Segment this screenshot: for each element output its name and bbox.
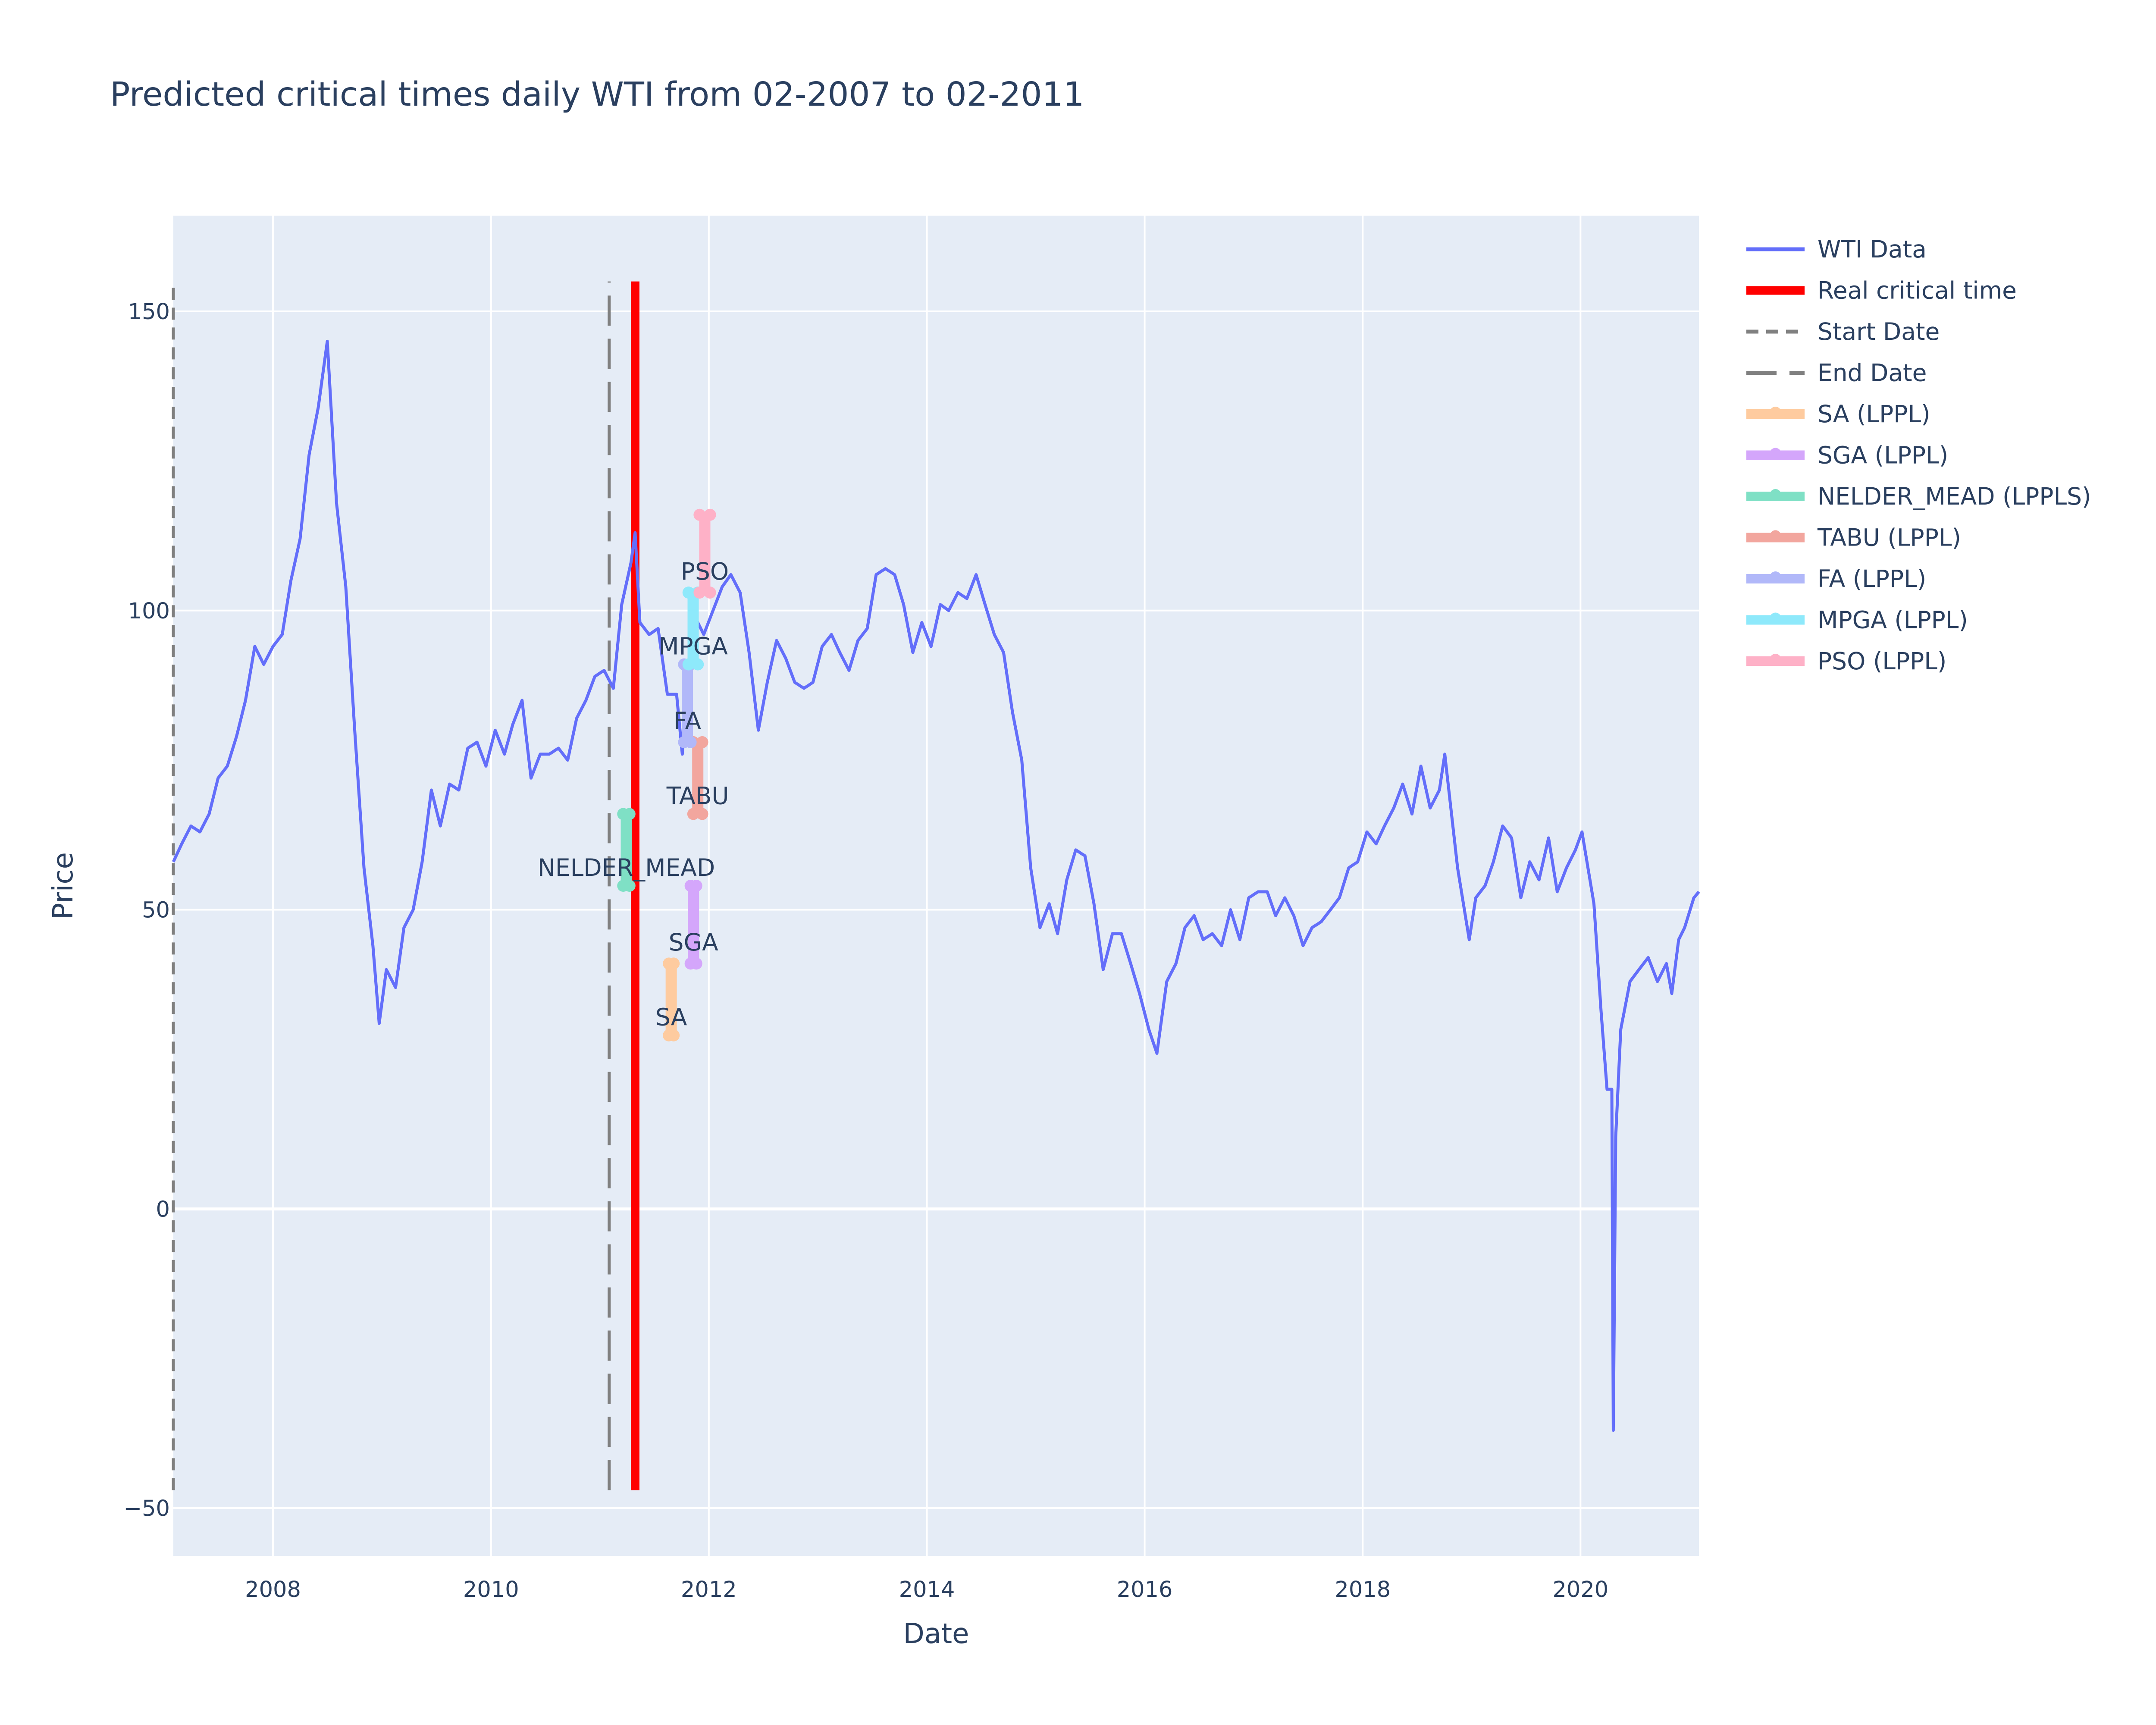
prediction-marker [684, 736, 697, 748]
legend-item: Start Date [1746, 318, 1940, 345]
y-axis-ticks: −50 0 50 100 150 [123, 299, 170, 1521]
x-tick-label: 2020 [1552, 1577, 1608, 1603]
legend-item: End Date [1746, 359, 1927, 387]
prediction-marker [682, 586, 695, 599]
prediction-pso: PSO [681, 508, 729, 599]
prediction-marker [667, 957, 680, 970]
prediction-marker [623, 880, 636, 892]
y-tick-label: 100 [128, 599, 170, 624]
legend-marker [1770, 489, 1781, 500]
legend-item: FA (LPPL) [1746, 565, 1926, 593]
legend-item: SGA (LPPL) [1746, 442, 1948, 469]
legend-item: SA (LPPL) [1746, 400, 1930, 428]
prediction-marker [696, 736, 708, 748]
legend-label: TABU (LPPL) [1817, 524, 1961, 552]
legend-item: WTI Data [1746, 235, 1927, 263]
prediction-label: PSO [681, 558, 729, 585]
prediction-marker [667, 1029, 680, 1041]
prediction-marker [693, 586, 706, 599]
prediction-label: FA [674, 707, 702, 735]
x-axis-ticks: 2008 2010 2012 2014 2016 2018 2020 [245, 1577, 1608, 1603]
grid [173, 216, 1699, 1556]
legend: WTI Data Real critical time Start Date End … [1746, 235, 2091, 675]
series [172, 339, 1700, 1432]
prediction-label: MPGA [658, 632, 728, 660]
plot-area [173, 216, 1699, 1556]
prediction-marker [690, 957, 702, 970]
legend-label: PSO (LPPL) [1818, 647, 1946, 675]
legend-item: MPGA (LPPL) [1746, 606, 1968, 634]
x-tick-label: 2008 [245, 1577, 301, 1603]
legend-marker [1770, 571, 1781, 583]
legend-marker [1770, 530, 1781, 542]
prediction-label: TABU [666, 782, 729, 809]
y-tick-label: 150 [128, 299, 170, 325]
x-axis-title: Date [903, 1618, 969, 1650]
x-tick-label: 2010 [463, 1577, 519, 1603]
predictions: SA SGA NELDER_MEAD TABU FA MPGA PSO [538, 508, 729, 1041]
y-tick-label: 50 [142, 898, 170, 923]
prediction-label: NELDER_MEAD [538, 854, 715, 881]
prediction-marker [692, 658, 704, 671]
legend-item: Real critical time [1746, 277, 2017, 304]
legend-label: WTI Data [1818, 235, 1927, 263]
prediction-marker [693, 508, 706, 521]
legend-item: TABU (LPPL) [1746, 524, 1961, 552]
y-axis-title: Price [47, 852, 79, 919]
legend-item: NELDER_MEAD (LPPLS) [1746, 483, 2091, 510]
legend-marker [1770, 448, 1781, 459]
y-tick-label: 0 [156, 1197, 170, 1222]
x-tick-label: 2014 [899, 1577, 955, 1603]
prediction-sga: SGA [669, 880, 719, 970]
legend-label: MPGA (LPPL) [1818, 606, 1968, 634]
legend-marker [1770, 654, 1781, 665]
x-tick-label: 2016 [1117, 1577, 1173, 1603]
prediction-sa: SA [655, 957, 687, 1041]
legend-label: End Date [1818, 359, 1927, 387]
wti-data-line [172, 339, 1700, 1432]
prediction-marker [704, 508, 716, 521]
legend-item: PSO (LPPL) [1746, 647, 1946, 675]
y-tick-label: −50 [123, 1496, 170, 1521]
prediction-nelder-mead: NELDER_MEAD [538, 808, 715, 892]
legend-label: Real critical time [1818, 277, 2017, 304]
legend-label: FA (LPPL) [1818, 565, 1926, 593]
legend-marker [1770, 407, 1781, 418]
legend-marker [1770, 612, 1781, 624]
prediction-marker [696, 808, 708, 820]
prediction-marker [623, 808, 636, 820]
prediction-label: SA [655, 1004, 687, 1031]
prediction-marker [682, 658, 695, 671]
prediction-label: SGA [669, 928, 719, 956]
x-tick-label: 2018 [1335, 1577, 1391, 1603]
prediction-mpga: MPGA [658, 586, 728, 671]
legend-label: Start Date [1818, 318, 1940, 345]
legend-label: SGA (LPPL) [1818, 442, 1948, 469]
chart-title: Predicted critical times daily WTI from … [110, 75, 1084, 114]
legend-label: NELDER_MEAD (LPPLS) [1818, 483, 2091, 510]
prediction-marker [704, 586, 716, 599]
prediction-marker [690, 880, 702, 892]
x-tick-label: 2012 [681, 1577, 737, 1603]
legend-label: SA (LPPL) [1818, 400, 1930, 428]
prediction-marker [687, 808, 699, 820]
